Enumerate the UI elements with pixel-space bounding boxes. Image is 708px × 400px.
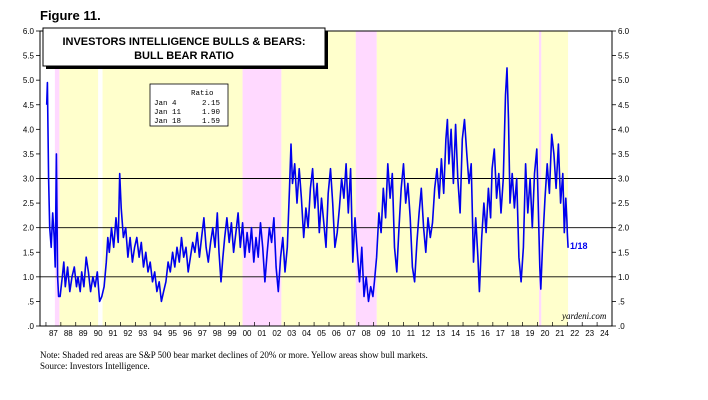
source-credit: yardeni.com	[561, 311, 607, 321]
x-tick-label: 10	[392, 329, 401, 338]
ratio-table-header: Ratio	[191, 90, 214, 98]
x-tick-label: 07	[347, 329, 356, 338]
x-tick-label: 23	[585, 329, 594, 338]
x-tick-label: 94	[153, 329, 162, 338]
x-tick-label: 08	[362, 329, 371, 338]
y-tick-label-left: 3.5	[23, 150, 35, 159]
x-tick-label: 03	[287, 329, 296, 338]
y-tick-label-left: 2.5	[23, 199, 35, 208]
x-tick-label: 17	[496, 329, 505, 338]
y-tick-label-left: .0	[27, 322, 34, 331]
x-tick-label: 12	[421, 329, 430, 338]
y-tick-label-right: 4.0	[618, 125, 630, 134]
x-tick-label: 24	[600, 329, 609, 338]
y-tick-label-left: 2.0	[23, 224, 35, 233]
x-tick-label: 00	[243, 329, 252, 338]
x-tick-label: 14	[451, 329, 460, 338]
figure-label: Figure 11.	[40, 8, 101, 23]
y-tick-label-right: 1.0	[618, 273, 630, 282]
x-tick-label: 88	[64, 329, 73, 338]
ratio-table-date: Jan 4	[154, 100, 177, 108]
x-tick-label: 09	[377, 329, 386, 338]
y-tick-label-left: 5.0	[23, 76, 35, 85]
ratio-table-date: Jan 11	[154, 109, 182, 117]
ratio-table-value: 1.59	[202, 118, 220, 126]
x-tick-label: 92	[123, 329, 132, 338]
x-tick-label: 19	[526, 329, 535, 338]
footnote-note: Note: Shaded red areas are S&P 500 bear …	[40, 350, 428, 360]
y-tick-label-right: 3.0	[618, 175, 630, 184]
y-tick-label-right: 1.5	[618, 248, 630, 257]
y-tick-label-left: 1.0	[23, 273, 35, 282]
chart-title-line1: INVESTORS INTELLIGENCE BULLS & BEARS:	[62, 36, 305, 48]
x-tick-label: 91	[109, 329, 118, 338]
end-point-label: 1/18	[570, 241, 588, 251]
title-box: INVESTORS INTELLIGENCE BULLS & BEARS: BU…	[42, 27, 328, 69]
x-tick-label: 21	[555, 329, 564, 338]
x-axis-ticks: 87 88 89 90 91 92 93 94 95 96 97 98 99 00 01 02 03 04 05 06…	[45, 322, 610, 338]
x-tick-label: 93	[138, 329, 147, 338]
x-tick-label: 87	[49, 329, 58, 338]
y-tick-label-left: 3.0	[23, 175, 35, 184]
y-tick-label-right: 4.5	[618, 101, 630, 110]
y-tick-label-right: .0	[618, 322, 625, 331]
y-tick-label-right: 2.5	[618, 199, 630, 208]
y-axis-ticks: .0 .0 .5 .5 1.0 1.0 1.5 1.5 2.0 2.0 2.5 2.5 3.0 3.0 3.…	[23, 27, 630, 331]
y-tick-label-left: 5.5	[23, 52, 35, 61]
y-tick-label-right: 6.0	[618, 27, 630, 36]
y-tick-label-left: 4.5	[23, 101, 35, 110]
ratio-table-frame	[149, 83, 229, 127]
x-tick-label: 11	[407, 329, 416, 338]
x-tick-label: 16	[481, 329, 490, 338]
x-tick-label: 98	[213, 329, 222, 338]
footnote-source: Source: Investors Intelligence.	[40, 361, 150, 371]
x-tick-label: 18	[511, 329, 520, 338]
x-tick-label: 13	[436, 329, 445, 338]
x-tick-label: 90	[94, 329, 103, 338]
footnote: Note: Shaded red areas are S&P 500 bear …	[40, 350, 428, 372]
x-tick-label: 89	[79, 329, 88, 338]
y-tick-label-left: 4.0	[23, 125, 35, 134]
ratio-table: Ratio Jan 4 2.15 Jan 11 1.90 Jan 18 1.59	[149, 83, 229, 127]
series-line-bull-bear-ratio	[45, 67, 569, 303]
y-tick-label-right: 5.5	[618, 52, 630, 61]
x-tick-label: 01	[257, 329, 266, 338]
x-tick-label: 02	[272, 329, 281, 338]
y-tick-label-right: 2.0	[618, 224, 630, 233]
chart-title-line2: BULL BEAR RATIO	[134, 50, 234, 62]
x-tick-label: 15	[466, 329, 475, 338]
y-tick-label-left: 6.0	[23, 27, 35, 36]
ratio-table-date: Jan 18	[154, 118, 181, 126]
ratio-table-value: 1.90	[202, 109, 221, 117]
x-tick-label: 22	[570, 329, 579, 338]
ratio-table-value: 2.15	[202, 100, 221, 108]
x-tick-label: 04	[302, 329, 311, 338]
x-tick-label: 95	[168, 329, 177, 338]
y-tick-label-right: 5.0	[618, 76, 630, 85]
x-tick-label: 20	[541, 329, 550, 338]
y-tick-label-left: .5	[27, 297, 34, 306]
x-tick-label: 97	[198, 329, 207, 338]
y-tick-label-left: 1.5	[23, 248, 35, 257]
x-tick-label: 99	[228, 329, 237, 338]
y-tick-label-right: 3.5	[618, 150, 630, 159]
x-tick-label: 06	[332, 329, 341, 338]
x-tick-label: 96	[183, 329, 192, 338]
y-tick-label-right: .5	[618, 297, 625, 306]
x-tick-label: 05	[317, 329, 326, 338]
title-box-frame	[42, 27, 326, 67]
